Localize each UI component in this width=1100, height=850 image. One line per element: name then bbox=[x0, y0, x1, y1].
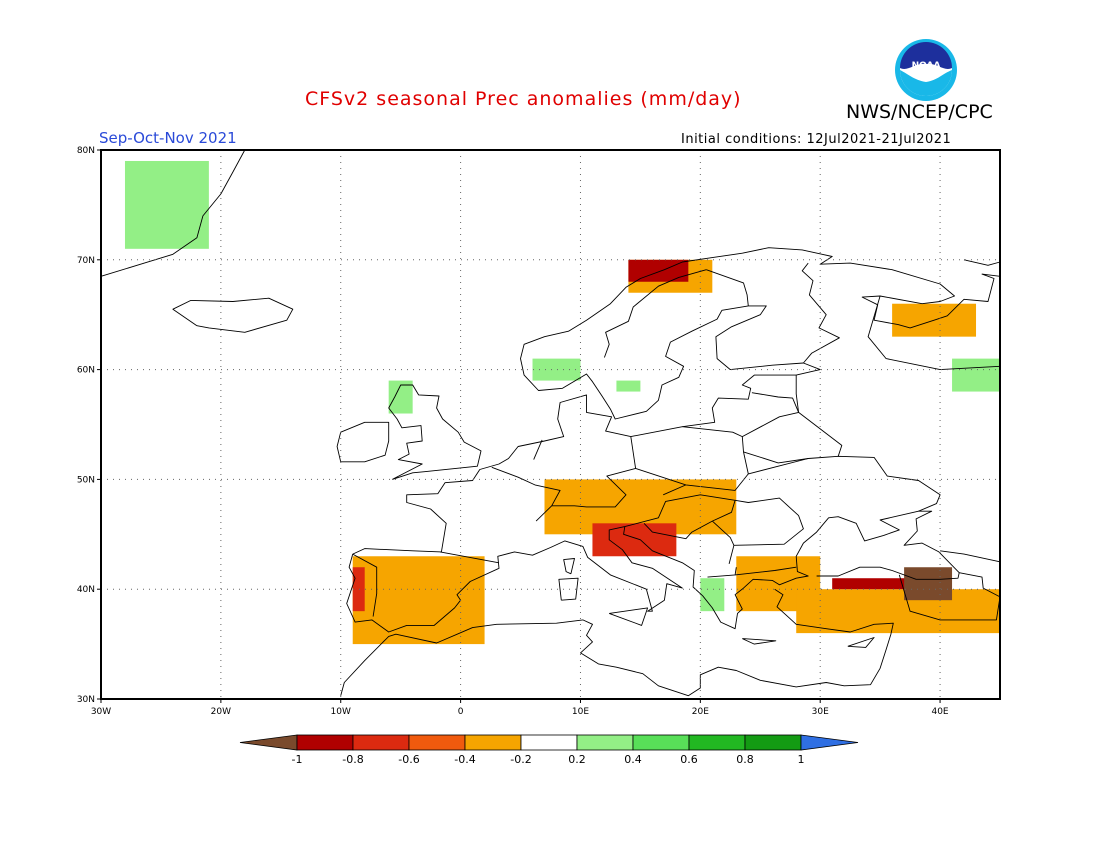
colorbar-label: 1 bbox=[798, 753, 805, 766]
colorbar-label: 0.4 bbox=[624, 753, 642, 766]
coastline-segment bbox=[336, 421, 390, 463]
anomaly-cell-scotland-west- bbox=[388, 380, 413, 414]
coastline-segment bbox=[742, 638, 777, 645]
coastline-segment bbox=[963, 259, 1001, 266]
colorbar-label: 0.8 bbox=[736, 753, 754, 766]
agency-label: NWS/NCEP/CPC bbox=[846, 101, 993, 123]
coastline-segment bbox=[711, 497, 804, 546]
coastline-segment bbox=[100, 149, 246, 277]
colorbar-label: -0.4 bbox=[454, 753, 475, 766]
x-tick-label: 30E bbox=[812, 707, 829, 717]
colorbar-segment bbox=[744, 734, 802, 751]
coastline-segment bbox=[551, 436, 637, 508]
coastline-segment bbox=[388, 384, 482, 480]
anomaly-cell-northern-adriatic-dinarics bbox=[592, 523, 677, 557]
coastline-segment bbox=[940, 550, 1001, 563]
y-tick-label: 60N bbox=[77, 366, 95, 376]
coastline-segment bbox=[491, 466, 561, 522]
colorbar-segment bbox=[632, 734, 690, 751]
coastline-segment bbox=[346, 510, 960, 633]
season-label: Sep-Oct-Nov 2021 bbox=[99, 129, 237, 147]
anomaly-cell-greenland-east-coast- bbox=[124, 160, 209, 249]
coastline-segment bbox=[867, 295, 1001, 371]
coastline-segment bbox=[748, 455, 941, 512]
coastline-segment bbox=[898, 572, 1001, 621]
colorbar-segment bbox=[576, 734, 634, 751]
coastline-segment bbox=[663, 484, 687, 496]
noaa-logo-text: NOAA bbox=[912, 61, 941, 71]
colorbar-label: -0.2 bbox=[510, 753, 531, 766]
colorbar-label: -1 bbox=[292, 753, 303, 766]
coastline-segment bbox=[352, 247, 1001, 555]
coastline-segment bbox=[609, 607, 649, 626]
coastline-segment bbox=[440, 551, 500, 564]
coastline-segment bbox=[742, 392, 800, 437]
colorbar-label: 0.2 bbox=[568, 753, 586, 766]
colorbar-arrow-high bbox=[800, 734, 859, 751]
noaa-logo: NOAA bbox=[895, 39, 957, 101]
x-tick-label: 40E bbox=[931, 707, 948, 717]
coastline-segment bbox=[624, 494, 736, 540]
anomaly-cell-southern-sweden bbox=[616, 380, 641, 392]
x-tick-label: 10W bbox=[331, 707, 351, 717]
colorbar-label: -0.8 bbox=[342, 753, 363, 766]
colorbar-segment bbox=[352, 734, 410, 751]
initial-conditions-label: Initial conditions: 12Jul2021-21Jul2021 bbox=[681, 132, 952, 147]
map-frame bbox=[100, 149, 1001, 700]
coastline-segment bbox=[352, 553, 378, 617]
colorbar-segment bbox=[408, 734, 466, 751]
coastline-segment bbox=[743, 451, 809, 464]
coastline-segment bbox=[563, 558, 575, 575]
colorbar-segment bbox=[464, 734, 522, 751]
x-tick-label: 0 bbox=[458, 707, 464, 717]
colorbar-label: -0.6 bbox=[398, 753, 419, 766]
coastline-segment bbox=[603, 269, 707, 358]
coastline-segment bbox=[340, 588, 894, 697]
y-tick-label: 40N bbox=[77, 585, 95, 595]
anomaly-cell-southern-turkey bbox=[796, 589, 1000, 634]
coastline-segment bbox=[706, 269, 749, 306]
coastline-segment bbox=[533, 439, 543, 460]
coastline-segment bbox=[728, 545, 735, 565]
anomaly-cell-portugal-west-coast- bbox=[352, 567, 365, 612]
anomaly-cell-eastern-turkey bbox=[904, 567, 953, 601]
coastline-segment bbox=[707, 567, 737, 578]
y-tick-label: 80N bbox=[77, 146, 95, 156]
anomaly-cell-northern-norway bbox=[628, 259, 689, 282]
coastline-segment bbox=[801, 262, 840, 364]
x-tick-label: 20W bbox=[211, 707, 231, 717]
anomaly-cell-western-greece bbox=[700, 578, 725, 612]
coastline-segment bbox=[558, 577, 579, 601]
y-tick-label: 30N bbox=[77, 695, 95, 705]
coastline-segment bbox=[735, 566, 797, 576]
coastline-segment bbox=[172, 297, 294, 333]
axis-ticks: 30W 20W 10W 0 10E 20E 30E 40E 30N 40N 50N 60N 70N 80N bbox=[77, 146, 949, 717]
colorbar-segment bbox=[296, 734, 354, 751]
x-tick-label: 20E bbox=[692, 707, 709, 717]
y-tick-label: 50N bbox=[77, 475, 95, 485]
coastlines bbox=[100, 149, 1001, 697]
anomaly-cell-northwest-russia-east- bbox=[952, 358, 1000, 392]
coastline-segment bbox=[635, 426, 749, 491]
x-tick-label: 30W bbox=[91, 707, 111, 717]
coastline-segment bbox=[847, 637, 875, 648]
anomaly-cell-iberian-peninsula bbox=[352, 556, 485, 645]
anomaly-cell-northern-turkey bbox=[832, 578, 917, 590]
coastline-segment bbox=[795, 375, 843, 457]
colorbar-segment bbox=[520, 734, 578, 751]
map-title: CFSv2 seasonal Prec anomalies (mm/day) bbox=[305, 88, 742, 110]
colorbar-arrow-low bbox=[239, 734, 298, 751]
colorbar-segment bbox=[688, 734, 746, 751]
y-tick-label: 70N bbox=[77, 256, 95, 266]
anomaly-cell-southern-norway bbox=[532, 358, 581, 381]
colorbar-label: 0.6 bbox=[680, 753, 698, 766]
x-tick-label: 10E bbox=[572, 707, 589, 717]
